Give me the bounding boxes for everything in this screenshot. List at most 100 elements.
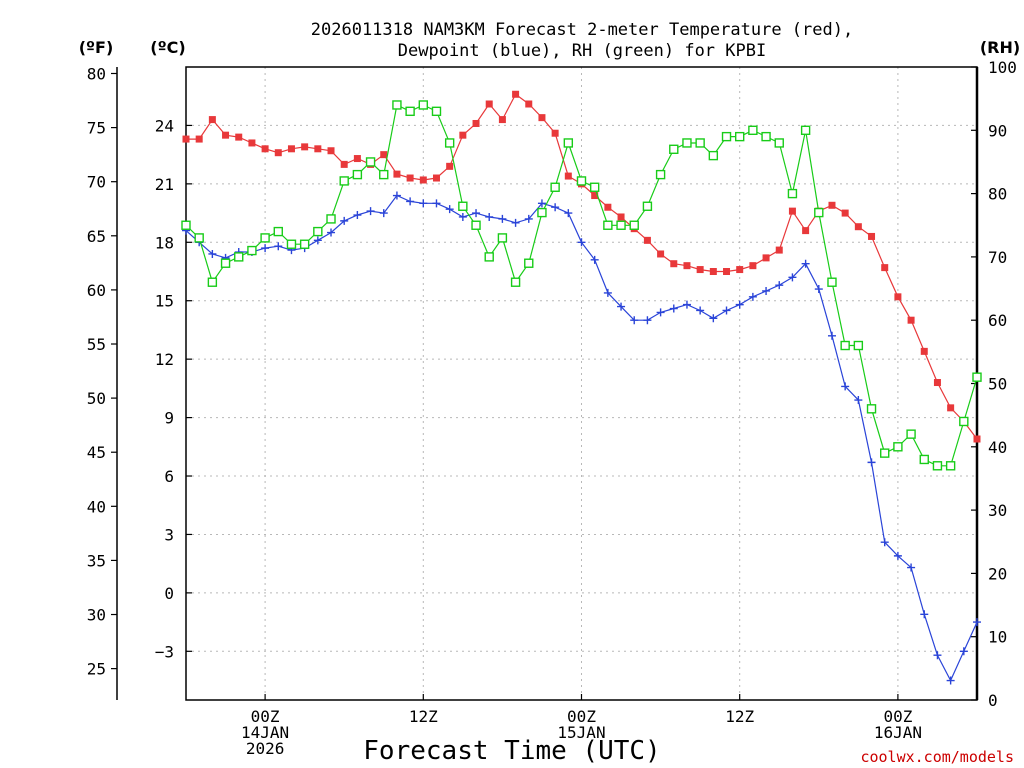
- dewpoint-point-17: [406, 197, 415, 206]
- c-tick-label-7: 3: [164, 525, 174, 544]
- dewpoint-point-14: [366, 207, 375, 216]
- temperature-point-28: [551, 129, 559, 137]
- rh-point-35: [642, 201, 653, 211]
- dewpoint-point-54: [893, 551, 902, 560]
- rh-tick-label-7: 30: [988, 501, 1007, 520]
- dewpoint-point-27: [537, 199, 546, 208]
- temperature-point-38: [683, 262, 691, 270]
- dewpoint-series: [182, 191, 981, 685]
- temperature-point-6: [261, 145, 269, 153]
- celsius-axis: 24 21 18 15 12 9 6 3 0 −3: [155, 116, 192, 661]
- rh-point-16: [392, 100, 402, 110]
- temperature-point-35: [643, 236, 651, 244]
- rh-point-48: [814, 207, 824, 218]
- dewpoint-point-16: [392, 191, 401, 200]
- dewpoint-point-32: [603, 288, 612, 297]
- dewpoint-point-57: [933, 651, 942, 660]
- rh-point-49: [827, 277, 837, 287]
- rh-point-22: [471, 220, 481, 230]
- f-tick-label-5: 55: [87, 335, 106, 354]
- dewpoint-point-45: [775, 281, 784, 290]
- temperature-point-4: [235, 133, 243, 141]
- rh-point-30: [576, 176, 587, 186]
- x-tick-label-1-1: 12Z: [409, 707, 438, 726]
- dewpoint-point-10: [313, 236, 322, 245]
- dewpoint-point-40: [709, 314, 718, 323]
- dewpoint-point-19: [432, 199, 441, 208]
- temperature-point-16: [393, 170, 401, 178]
- temperature-point-49: [828, 201, 836, 209]
- c-tick-label-4: 12: [155, 350, 174, 369]
- dewpoint-point-18: [419, 199, 428, 208]
- rh-point-39: [695, 138, 705, 148]
- dewpoint-point-29: [564, 209, 573, 218]
- temperature-point-21: [459, 131, 467, 139]
- rh-point-15: [379, 169, 389, 180]
- temperature-point-51: [854, 223, 862, 231]
- rh-tick-label-1: 90: [988, 121, 1007, 140]
- dewpoint-point-41: [722, 306, 731, 315]
- temperature-point-37: [670, 260, 678, 268]
- rh-point-33: [616, 220, 626, 230]
- rh-point-27: [537, 207, 547, 218]
- temperature-point-17: [406, 174, 414, 182]
- dewpoint-point-26: [524, 214, 533, 223]
- rh-tick-label-9: 10: [988, 628, 1007, 647]
- dewpoint-point-48: [814, 285, 823, 294]
- rh-point-57: [932, 461, 943, 471]
- dewpoint-point-53: [880, 538, 889, 547]
- rh-point-17: [405, 106, 415, 117]
- rh-point-58: [945, 461, 956, 471]
- c-tick-label-0: 24: [155, 116, 174, 135]
- temperature-point-33: [617, 213, 625, 221]
- temperature-point-52: [868, 232, 876, 240]
- rh-point-40: [708, 150, 719, 161]
- rh-unit-label: (RH): [980, 38, 1020, 57]
- temperature-point-50: [841, 209, 849, 217]
- temperature-point-12: [340, 160, 348, 168]
- c-tick-label-9: −3: [155, 642, 174, 661]
- dewpoint-point-15: [379, 209, 388, 218]
- temperature-point-23: [485, 100, 493, 108]
- dewpoint-point-44: [762, 286, 771, 295]
- temperature-point-2: [208, 116, 216, 124]
- c-tick-label-5: 9: [164, 409, 174, 428]
- source-credit: coolwx.com/models: [860, 748, 1014, 766]
- chart-title: 2026011318 NAM3KM Forecast 2-meter Tempe…: [311, 20, 853, 40]
- temperature-point-24: [498, 116, 506, 124]
- temperature-point-47: [802, 227, 810, 235]
- rh-point-12: [339, 176, 349, 186]
- c-tick-label-2: 18: [155, 233, 174, 252]
- x-tick-label-0-3: 2026: [246, 739, 285, 758]
- f-tick-label-1: 75: [87, 119, 106, 138]
- series-group: [181, 90, 982, 685]
- rh-point-50: [840, 340, 850, 351]
- f-tick-label-10: 30: [87, 606, 106, 625]
- temperature-point-60: [973, 435, 981, 443]
- dewpoint-point-6: [261, 244, 270, 253]
- temperature-point-11: [327, 147, 335, 155]
- rh-point-56: [919, 454, 929, 465]
- dewpoint-point-7: [274, 242, 283, 251]
- rh-point-52: [866, 404, 877, 414]
- dewpoint-point-12: [340, 216, 349, 225]
- dewpoint-point-59: [959, 647, 968, 656]
- temperature-point-8: [287, 145, 295, 153]
- temperature-point-36: [657, 250, 665, 258]
- dewpoint-point-21: [458, 212, 467, 221]
- dewpoint-point-55: [907, 563, 916, 572]
- rh-point-43: [748, 125, 758, 136]
- rh-point-24: [497, 233, 508, 243]
- dewpoint-point-2: [208, 249, 217, 258]
- dewpoint-point-50: [841, 382, 850, 391]
- temperature-point-56: [920, 347, 928, 355]
- rh-tick-label-10: 0: [988, 691, 998, 710]
- rh-point-7: [273, 226, 283, 237]
- rh-tick-label-8: 20: [988, 564, 1007, 583]
- dewpoint-point-33: [617, 302, 626, 311]
- dewpoint-point-35: [643, 316, 652, 325]
- temperature-point-32: [604, 203, 612, 211]
- rh-point-55: [906, 429, 916, 439]
- rh-point-6: [260, 233, 270, 243]
